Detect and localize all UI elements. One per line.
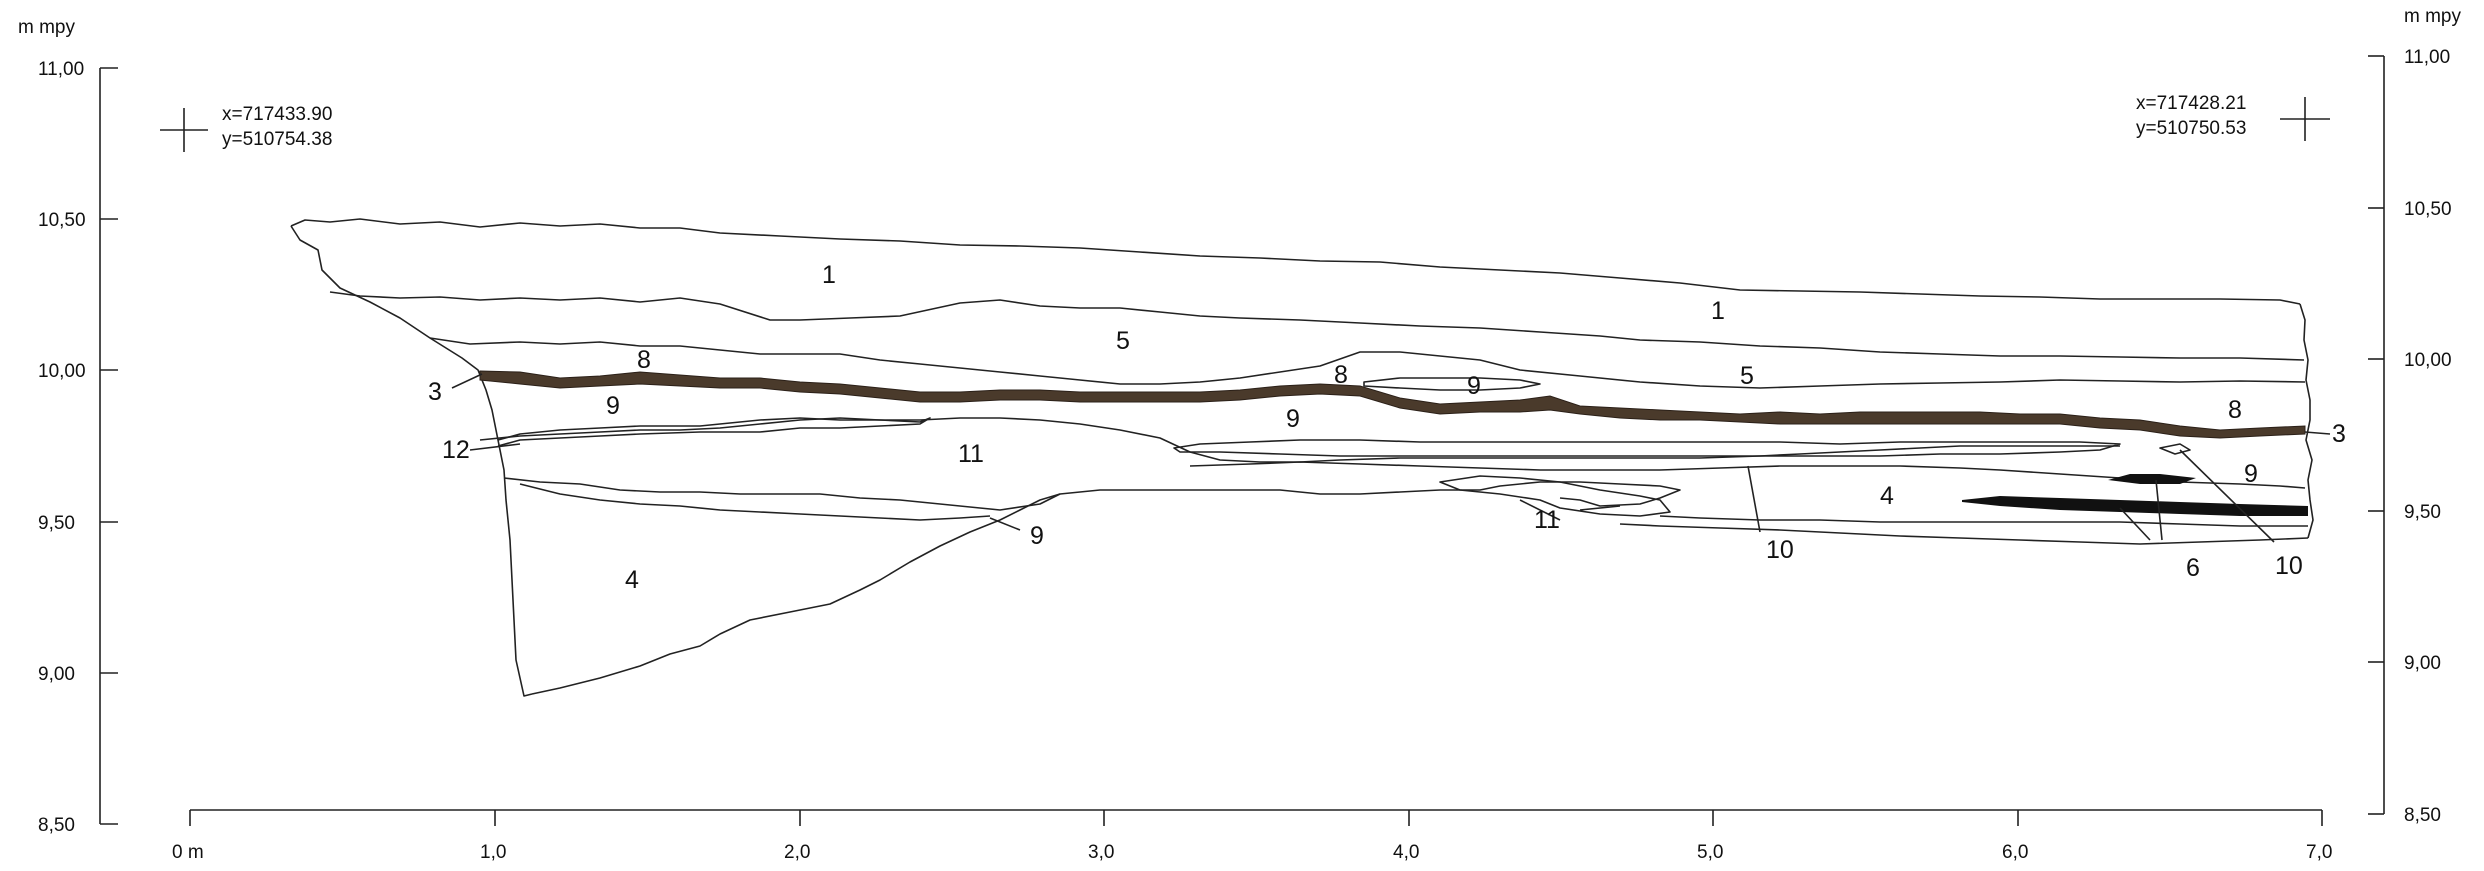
layer-10-small-lens [2159,443,2191,455]
base-right [1619,523,2309,545]
label-3-left: 3 [428,378,442,406]
top-surface [290,218,2301,305]
left-tick-10-5: 10,50 [38,210,86,231]
layer-6-lens-upper [2108,474,2196,484]
right-tick-11: 11,00 [2404,47,2450,68]
coord-left-y: y=510754.38 [222,129,332,150]
boundary-5-8 [429,337,2306,389]
right-tick-9-5: 9,50 [2404,502,2441,523]
right-tick-8-5: 8,50 [2404,805,2441,826]
layer-12-outline [497,417,931,447]
coord-left-x: x=717433.90 [222,104,332,125]
label-9-center: 9 [1286,405,1300,433]
label-4-right: 4 [1880,482,1894,510]
label-9-right: 9 [2244,460,2258,488]
label-5-right: 5 [1740,362,1754,390]
label-9-left: 9 [606,392,620,420]
coord-right-x: x=717428.21 [2136,93,2246,114]
bottom-tick-0: 0 m [172,842,204,863]
label-9-lower: 9 [1030,522,1044,550]
label-1-right: 1 [1711,297,1725,325]
bottom-tick-1: 1,0 [480,842,506,863]
right-tick-9: 9,00 [2404,653,2441,674]
layer-10-lens [1173,439,2121,457]
left-tick-10: 10,00 [38,361,86,382]
right-tick-10-5: 10,50 [2404,199,2452,220]
layer-4-trough-base [531,493,1061,695]
bottom-tick-6: 6,0 [2002,842,2028,863]
left-tick-9-5: 9,50 [38,513,75,534]
left-tick-9: 9,00 [38,664,75,685]
layer-6-lens-lower [1962,496,2308,516]
label-10-center: 10 [1766,536,1794,564]
boundary-11-4 [503,477,1681,511]
label-1-left: 1 [822,261,836,289]
left-tick-11: 11,00 [38,59,84,80]
right-axis: m mpy 11,00 10,50 10,00 9,50 9,00 8,50 [2368,6,2462,826]
layer-9-lens [1363,377,1541,391]
layer-3-band [479,370,2306,439]
left-tick-8-5: 8,50 [38,815,75,836]
label-9-lens: 9 [1467,372,1481,400]
label-6: 6 [2186,554,2200,582]
bottom-axis: 0 m 1,0 2,0 3,0 4,0 5,0 6,0 7,0 [172,809,2332,863]
layer-labels: 1 1 5 5 8 8 8 3 3 9 9 9 9 9 12 11 11 4 4… [428,261,2346,594]
right-tick-10: 10,00 [2404,350,2452,371]
boundary-9-11 [479,417,2120,463]
bottom-tick-2: 2,0 [784,842,810,863]
label-8-left: 8 [637,346,651,374]
boundary-1-5 [329,291,2305,361]
bottom-tick-3: 3,0 [1088,842,1114,863]
label-8-right: 8 [2228,396,2242,424]
coord-marker-right: x=717428.21 y=510750.53 [2136,93,2330,141]
right-axis-unit: m mpy [2404,6,2462,27]
label-8-center: 8 [1334,361,1348,389]
layer-boundaries [290,218,2314,697]
left-axis-unit: m mpy [18,17,76,38]
label-12: 12 [442,436,470,464]
coord-marker-left: x=717433.90 y=510754.38 [160,104,332,152]
label-10-right: 10 [2275,552,2303,580]
layer-11-lens [1439,475,1671,517]
bottom-tick-7: 7,0 [2306,842,2332,863]
bottom-tick-4: 4,0 [1393,842,1419,863]
layer-4-right-top [1659,515,2308,527]
leader-lines [451,373,2331,543]
layer-4-top [519,483,991,521]
label-5-left: 5 [1116,327,1130,355]
left-profile [290,225,533,697]
label-11-right: 11 [1534,506,1560,534]
label-11-left: 11 [958,440,984,468]
bottom-tick-5: 5,0 [1697,842,1723,863]
label-4-left: 4 [625,566,639,594]
left-axis: m mpy 11,00 10,50 10,00 9,50 9,00 8,50 [18,17,118,836]
coord-right-y: y=510750.53 [2136,118,2246,139]
label-3-right: 3 [2332,420,2346,448]
right-edge [2299,303,2314,539]
